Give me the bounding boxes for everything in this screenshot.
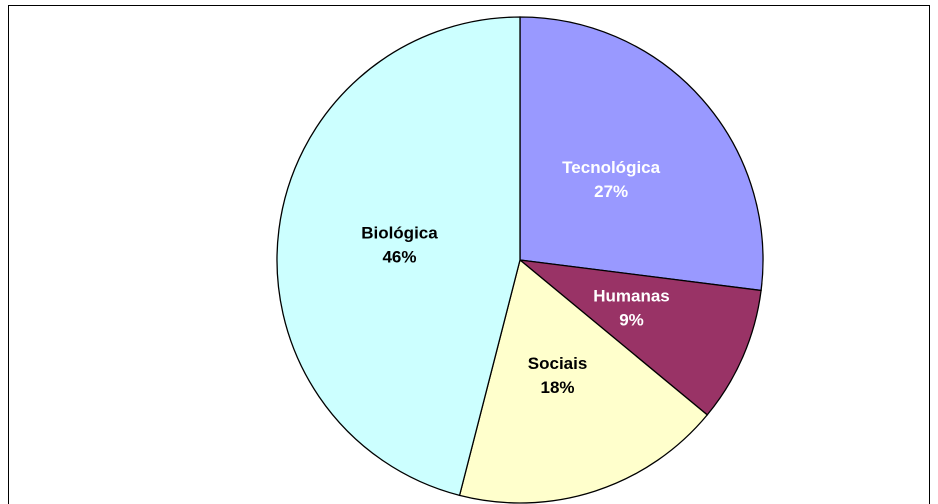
slice-label: Biológica (361, 223, 438, 242)
pie-slice (517, 259, 762, 416)
pie-slice (276, 16, 521, 497)
pie-slice (458, 258, 709, 504)
slice-label: Humanas (593, 287, 670, 306)
pie-slice (519, 16, 764, 292)
slice-label: Sociais (528, 354, 588, 373)
slice-value-label: 27% (594, 182, 628, 201)
slice-value-label: 18% (541, 378, 575, 397)
slice-label: Tecnológica (562, 158, 660, 177)
slice-value-label: 46% (382, 247, 416, 266)
slice-value-label: 9% (619, 311, 644, 330)
